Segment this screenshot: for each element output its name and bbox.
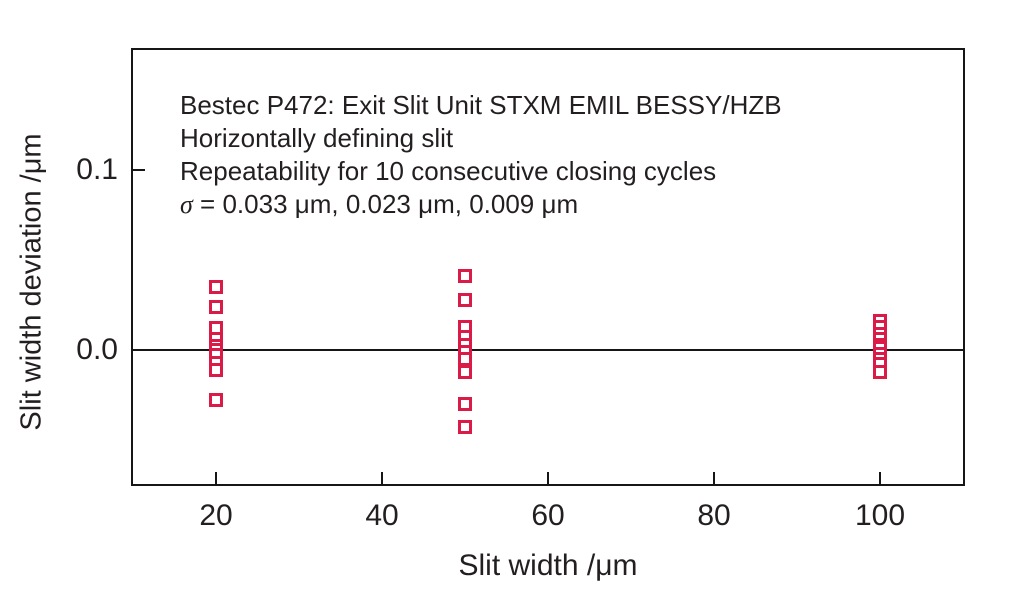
x-axis-tick: [381, 472, 383, 484]
y-axis-tick: [133, 349, 145, 351]
x-tick-label: 40: [365, 499, 399, 532]
y-tick-label: 0.1: [76, 153, 118, 186]
data-point-marker: [458, 352, 472, 366]
x-axis-tick: [547, 472, 549, 484]
x-axis-tick: [879, 472, 881, 484]
x-tick-label: 100: [854, 499, 906, 532]
x-axis-tick: [713, 472, 715, 484]
data-point-marker: [458, 397, 472, 411]
zero-line: [133, 349, 963, 351]
data-point-marker: [209, 280, 223, 294]
sigma-values: = 0.033 μm, 0.023 μm, 0.009 μm: [192, 189, 579, 219]
data-point-marker: [873, 364, 887, 379]
data-point-marker: [458, 292, 472, 307]
annotation-line-3: Repeatability for 10 consecutive closing…: [180, 156, 717, 186]
sigma-symbol: σ: [180, 190, 193, 219]
y-axis-tick: [133, 169, 145, 171]
data-point-marker: [458, 420, 472, 435]
x-tick-label: 60: [531, 499, 565, 532]
plot-area: Bestec P472: Exit Slit Unit STXM EMIL BE…: [76, 48, 965, 532]
annotation-block: Bestec P472: Exit Slit Unit STXM EMIL BE…: [180, 89, 782, 221]
y-axis-title: Slit width deviation /μm: [15, 133, 48, 431]
data-point-marker: [458, 269, 472, 284]
annotation-line-2: Horizontally defining slit: [180, 123, 454, 153]
x-tick-label: 20: [199, 499, 233, 532]
x-axis-tick: [215, 472, 217, 484]
x-axis-title: Slit width /μm: [458, 549, 638, 582]
data-point-marker: [209, 299, 223, 314]
data-point-marker: [209, 362, 223, 377]
annotation-line-sigma: σ = 0.033 μm, 0.023 μm, 0.009 μm: [180, 188, 782, 221]
x-tick-label: 80: [697, 499, 731, 532]
data-point-marker: [209, 393, 223, 408]
data-point-marker: [458, 364, 472, 379]
annotation-line-1: Bestec P472: Exit Slit Unit STXM EMIL BE…: [180, 90, 782, 120]
y-tick-label: 0.0: [76, 333, 118, 366]
